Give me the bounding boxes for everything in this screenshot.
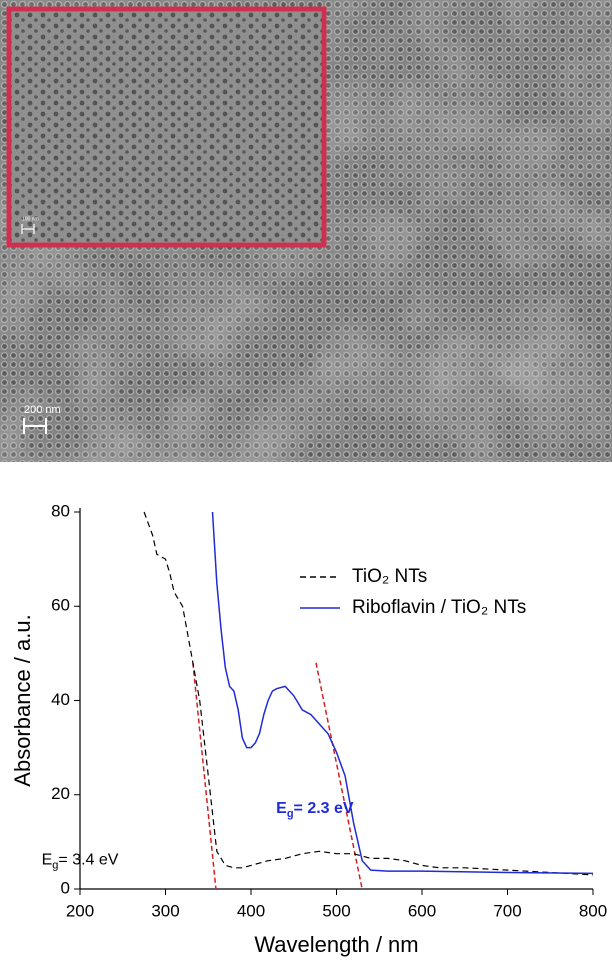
legend-label: TiO₂ NTs bbox=[352, 566, 427, 587]
inset-scale-label: 100 nm bbox=[22, 216, 39, 222]
annotation: Eg= 2.3 eV bbox=[276, 800, 354, 820]
legend-label: Riboflavin / TiO₂ NTs bbox=[352, 597, 526, 618]
annotation-sub: g bbox=[287, 808, 294, 820]
annotation: Eg= 3.4 eV bbox=[42, 852, 119, 872]
series-line bbox=[143, 511, 594, 876]
sem-micrograph: 100 nm 200 nm bbox=[0, 0, 612, 462]
x-tick-label: 200 bbox=[66, 901, 94, 920]
y-tick-label: 0 bbox=[61, 878, 70, 897]
y-tick-label: 60 bbox=[51, 596, 70, 615]
tangent-line bbox=[315, 662, 363, 890]
x-tick-label: 800 bbox=[579, 901, 607, 920]
series-line bbox=[211, 511, 594, 875]
y-tick-label: 40 bbox=[51, 690, 70, 709]
chart: 200 300 400 500 600 700 800 0 20 40 60 80 Wavelength… bbox=[10, 501, 607, 956]
x-axis-label: Wavelength / nm bbox=[254, 932, 418, 957]
annotation-rest: = 2.3 eV bbox=[294, 800, 354, 817]
x-tick-label: 700 bbox=[493, 901, 521, 920]
y-tick-label: 20 bbox=[51, 784, 70, 803]
annotation-rest: = 3.4 eV bbox=[58, 852, 118, 869]
annotation-sub: g bbox=[52, 860, 58, 872]
scale-label: 200 nm bbox=[24, 404, 61, 416]
x-tick-label: 500 bbox=[322, 901, 350, 920]
x-tick-label: 300 bbox=[151, 901, 179, 920]
y-axis-label: Absorbance / a.u. bbox=[10, 614, 35, 786]
y-tick-label: 80 bbox=[51, 501, 70, 520]
x-tick-label: 600 bbox=[408, 901, 436, 920]
annotation-main: E bbox=[42, 852, 53, 869]
tangent-line bbox=[192, 662, 217, 890]
annotation-main: E bbox=[276, 800, 287, 817]
x-tick-label: 400 bbox=[237, 901, 265, 920]
